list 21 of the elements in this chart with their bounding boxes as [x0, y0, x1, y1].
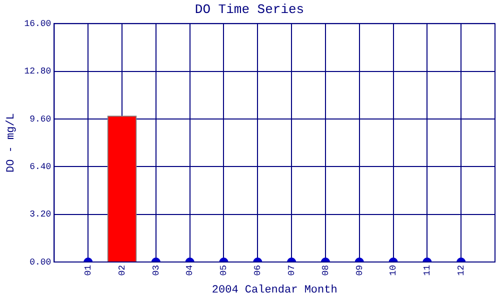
x-tick-label: 05	[219, 265, 230, 276]
x-tick-label: 11	[422, 265, 433, 276]
y-tick-label: 6.40	[30, 162, 52, 172]
x-tick-label: 01	[84, 265, 94, 276]
x-tick-label: 07	[286, 265, 297, 276]
x-axis-title: 2004 Calendar Month	[212, 284, 338, 296]
x-tick-label: 10	[388, 265, 399, 276]
x-tick-label: 12	[456, 265, 466, 276]
y-axis-title: DO - mg/L	[6, 113, 18, 173]
y-tick-label: 16.00	[24, 18, 52, 29]
x-tick-label: 02	[117, 265, 128, 276]
x-tick-label: 04	[185, 265, 196, 276]
y-tick-label: 3.20	[30, 210, 52, 220]
y-tick-label: 0.00	[30, 257, 52, 268]
chart-title: DO Time Series	[194, 2, 304, 18]
y-tick-label: 9.60	[30, 114, 52, 124]
y-tick-label: 12.80	[24, 66, 52, 77]
x-tick-label: 09	[354, 265, 365, 276]
x-tick-label: 03	[151, 265, 162, 276]
x-tick-label: 08	[320, 265, 331, 276]
x-tick-label: 06	[253, 265, 264, 276]
